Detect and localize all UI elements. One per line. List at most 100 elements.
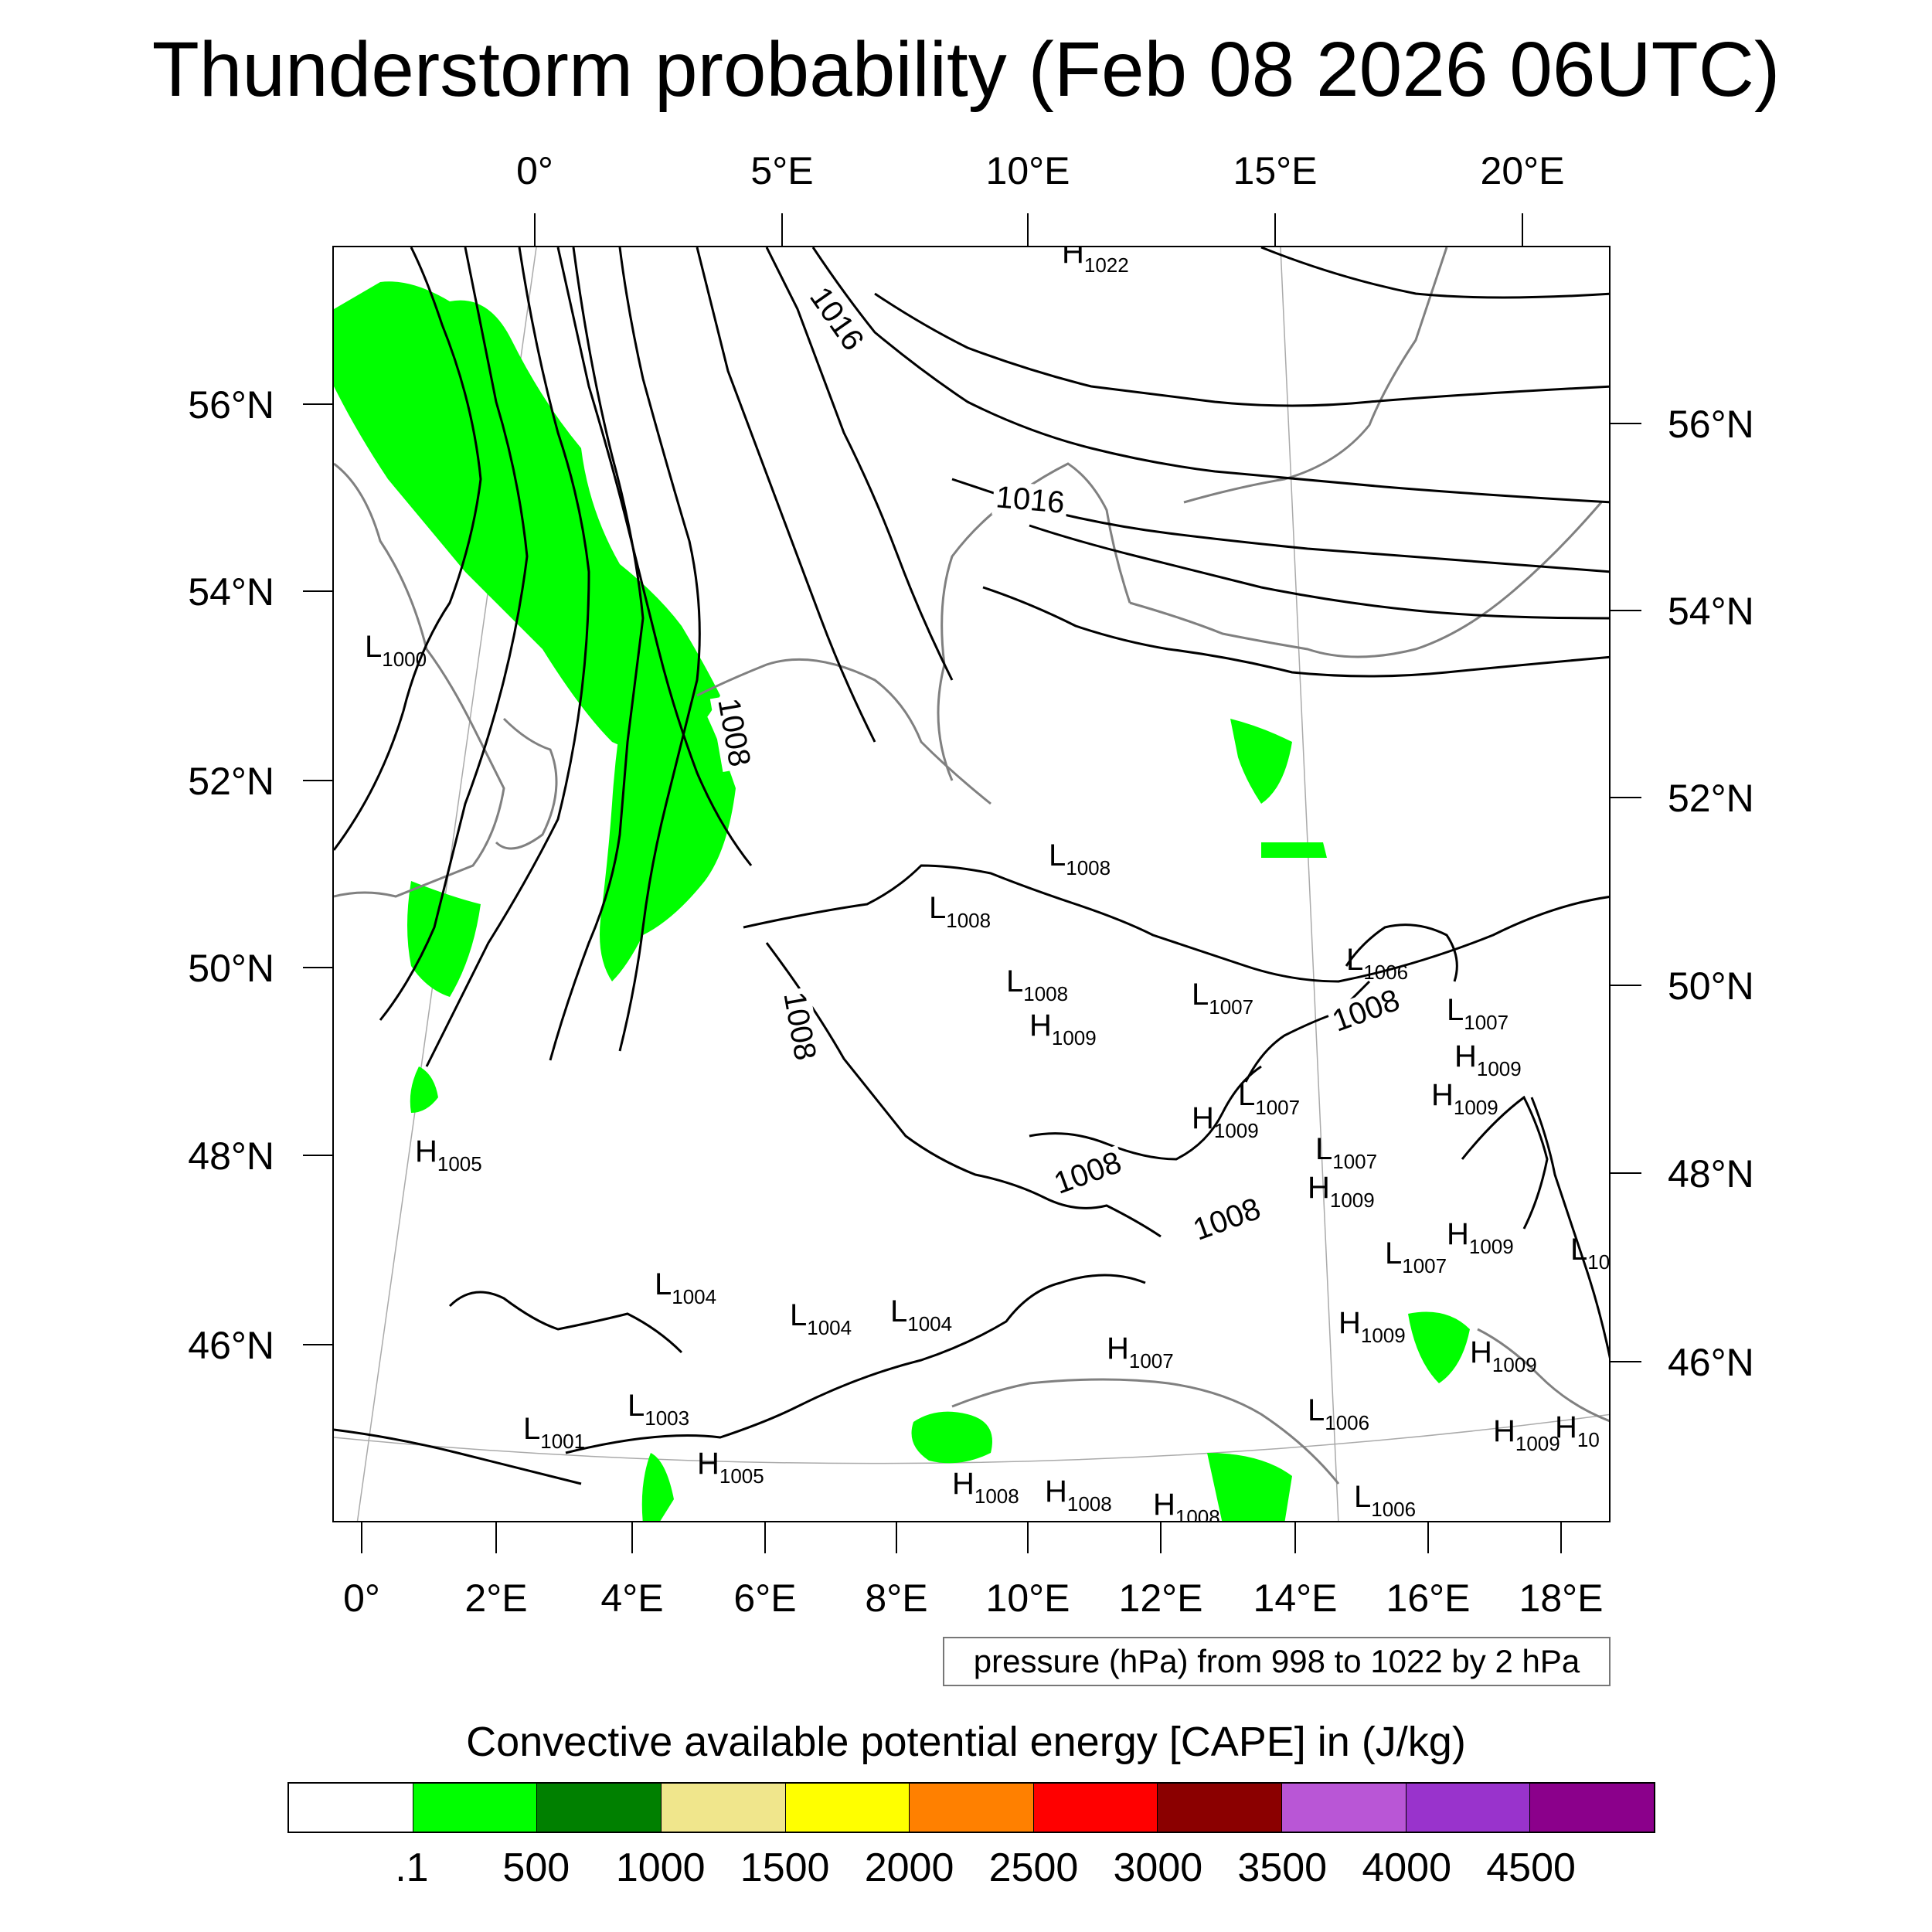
- pressure-center-label: L1007: [1192, 978, 1253, 1019]
- pressure-center-label: H1009: [1431, 1078, 1498, 1119]
- isobar-1016: [765, 247, 954, 681]
- pressure-center-letter: H: [1431, 1078, 1454, 1112]
- cape-area-english-channel: [407, 881, 481, 997]
- pressure-center-letter: L: [890, 1294, 907, 1328]
- bottom-lon-label: 2°E: [464, 1577, 527, 1620]
- colorbar-segment: [661, 1784, 786, 1832]
- pressure-center-letter: H: [1470, 1335, 1492, 1369]
- pressure-center-letter: H: [1454, 1039, 1477, 1073]
- isobars: [334, 247, 1609, 1485]
- isobar-1008b: [743, 864, 1609, 983]
- right-latitude-labels: 56°N 54°N 52°N 50°N 48°N 46°N: [1668, 403, 1754, 1384]
- pressure-center-letter: L: [523, 1412, 540, 1446]
- pressure-center-value: 1009: [1214, 1119, 1259, 1142]
- pressure-center-label: L1006: [1354, 1480, 1416, 1521]
- pressure-center-value: 1008: [1066, 856, 1111, 879]
- pressure-center-value: 1007: [1332, 1150, 1377, 1173]
- isobar-1002: [379, 247, 529, 1021]
- pressure-centers: H1022L1000L1008L1008L1008H1009L1007L1006…: [365, 247, 1609, 1522]
- isobar-1020b: [811, 247, 1609, 504]
- isobar-1006: [1345, 923, 1458, 982]
- isobar-1014: [696, 247, 876, 743]
- pressure-center-letter: H: [1338, 1306, 1361, 1340]
- pressure-center-label: H1009: [1447, 1217, 1514, 1258]
- pressure-center-label: H1009: [1493, 1414, 1560, 1455]
- colorbar-tick-label: 2000: [864, 1845, 954, 1890]
- colorbar-tick-label: 4000: [1362, 1845, 1452, 1890]
- colorbar-segment: [289, 1784, 413, 1832]
- pressure-center-letter: L: [790, 1298, 807, 1332]
- pressure-center-label: H1007: [1107, 1332, 1174, 1372]
- pressure-center-letter: L: [929, 891, 946, 925]
- pressure-center-letter: H: [415, 1134, 437, 1168]
- top-lon-label: 20°E: [1481, 149, 1565, 192]
- cape-area-southwest: [410, 1066, 438, 1113]
- isobar-1004: [425, 247, 590, 1067]
- pressure-center-value: 1005: [437, 1152, 482, 1175]
- left-latitude-labels: 56°N 54°N 52°N 50°N 48°N 46°N: [188, 383, 274, 1367]
- pressure-center-label: H1009: [1338, 1306, 1406, 1347]
- pressure-center-value: 1006: [1371, 1498, 1416, 1521]
- map-frame: 1016 1016 1008 1008 1008 1008 1008 H1022 L1000 L…: [332, 246, 1611, 1522]
- pressure-center-label: H1009: [1470, 1335, 1537, 1376]
- left-lat-label: 56°N: [188, 383, 274, 427]
- pressure-center-letter: L: [1049, 838, 1066, 872]
- pressure-center-label: H1005: [697, 1447, 764, 1488]
- isobar-1008e: [1244, 980, 1371, 1083]
- right-lat-label: 52°N: [1668, 777, 1754, 820]
- pressure-center-letter: L: [1447, 993, 1464, 1027]
- colorbar-segment: [1033, 1784, 1158, 1832]
- isobar-1008d: [1029, 1065, 1262, 1161]
- left-lat-label: 52°N: [188, 760, 274, 803]
- pressure-center-value: 1007: [1255, 1096, 1300, 1119]
- contour-label-text: 1008: [1328, 983, 1404, 1039]
- pressure-center-letter: H: [697, 1447, 719, 1481]
- pressure-center-label: L1008: [1006, 964, 1068, 1005]
- pressure-info-box: pressure (hPa) from 998 to 1022 by 2 hPa: [943, 1637, 1611, 1686]
- pressure-center-letter: H: [1062, 247, 1084, 270]
- colorbar-segment: [1282, 1784, 1406, 1832]
- pressure-center-value: 1009: [1052, 1026, 1097, 1049]
- right-lat-label: 48°N: [1668, 1152, 1754, 1196]
- pressure-center-letter: L: [1308, 1393, 1325, 1427]
- top-lon-label: 5°E: [750, 149, 813, 192]
- pressure-center-label: H10: [1555, 1410, 1600, 1451]
- pressure-center-value: 1006: [1325, 1411, 1369, 1434]
- colorbar-segment: [1530, 1784, 1655, 1832]
- pressure-center-letter: H: [952, 1467, 975, 1501]
- cape-area-poland: [1261, 842, 1327, 858]
- isobar-1006: [549, 247, 645, 1061]
- contour-label: 1008: [1325, 982, 1407, 1040]
- pressure-center-label: H1008: [1153, 1488, 1220, 1522]
- pressure-center-label: L1007: [1385, 1236, 1447, 1277]
- pressure-center-label: H1008: [952, 1467, 1019, 1508]
- right-lat-label: 54°N: [1668, 590, 1754, 633]
- pressure-center-value: 1009: [1492, 1353, 1537, 1376]
- isobar-1008: [618, 247, 701, 1052]
- colorbar-tick-label: 3000: [1113, 1845, 1203, 1890]
- isobar-1010b: [448, 1291, 683, 1354]
- colorbar-tick-label: 500: [502, 1845, 570, 1890]
- bottom-lon-label: 0°: [343, 1577, 380, 1620]
- cape-area-hungary: [1408, 1311, 1470, 1383]
- contour-label: 1016: [992, 480, 1069, 522]
- isobar-1000: [334, 247, 482, 851]
- colorbar-segment: [1158, 1784, 1283, 1832]
- cape-area-north-sea: [334, 281, 720, 750]
- pressure-center-letter: H: [1493, 1414, 1515, 1448]
- pressure-center-letter: H: [1308, 1171, 1330, 1205]
- pressure-center-letter: L: [365, 630, 382, 664]
- pressure-center-letter: L: [1354, 1480, 1371, 1514]
- cape-area-east-ger: [1230, 719, 1292, 804]
- bottom-lon-label: 16°E: [1386, 1577, 1471, 1620]
- pressure-center-value: 1005: [719, 1464, 764, 1488]
- bottom-lon-label: 6°E: [733, 1577, 796, 1620]
- bottom-lon-label: 14°E: [1253, 1577, 1338, 1620]
- right-lat-label: 46°N: [1668, 1341, 1754, 1384]
- cape-area-slovenia: [1207, 1453, 1292, 1521]
- pressure-center-value: 1000: [382, 648, 427, 671]
- chart-title: Thunderstorm probability (Feb 08 2026 06…: [151, 26, 1781, 113]
- contour-label-text: 1008: [777, 989, 822, 1063]
